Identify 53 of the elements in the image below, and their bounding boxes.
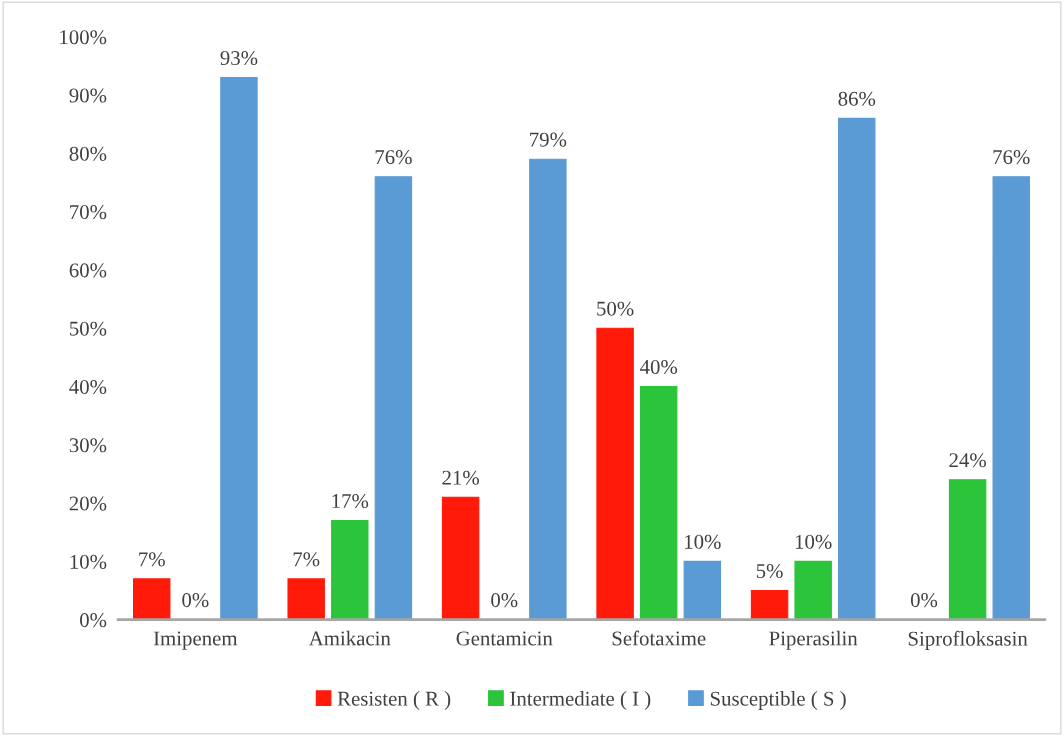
data-label: 93% — [220, 50, 258, 66]
y-tick-label: 0% — [80, 613, 107, 628]
y-tick-label: 80% — [69, 146, 107, 161]
legend-label: Susceptible ( S ) — [710, 691, 846, 710]
y-tick-label: 70% — [70, 205, 107, 220]
data-label: 17% — [332, 493, 369, 509]
data-label: 0% — [182, 593, 209, 608]
data-label: 0% — [910, 593, 938, 608]
data-label: 24% — [949, 453, 986, 468]
x-tick-label: Amikacin — [308, 630, 391, 646]
data-label: 50% — [597, 301, 634, 316]
x-tick-label: Piperasilin — [769, 630, 858, 650]
x-tick-label: Siprofloksasin — [908, 630, 1028, 650]
bar — [992, 176, 1030, 620]
y-tick-label: 30% — [69, 438, 107, 453]
bar — [132, 578, 171, 620]
y-tick-label: 50% — [70, 321, 107, 336]
data-label: 40% — [640, 359, 678, 375]
data-label: 79% — [530, 132, 567, 147]
y-tick-label: 20% — [69, 496, 107, 511]
bar — [374, 176, 413, 620]
y-tick-label: 60% — [69, 263, 107, 278]
y-tick-label: 10% — [70, 554, 107, 569]
bar — [750, 590, 789, 620]
y-tick-label: 90% — [69, 88, 107, 103]
bar — [838, 117, 876, 620]
data-label: 10% — [795, 534, 832, 549]
data-label: 86% — [838, 91, 876, 106]
bar — [441, 496, 480, 620]
data-label: 7% — [293, 552, 320, 567]
bar — [331, 520, 369, 620]
data-label: 21% — [442, 470, 480, 485]
data-label: 7% — [139, 552, 165, 567]
data-label: 76% — [375, 150, 412, 165]
bar — [683, 560, 722, 620]
bar — [529, 158, 567, 620]
bar — [948, 479, 987, 620]
data-label: 5% — [756, 563, 783, 579]
bar — [639, 385, 678, 620]
y-tick-label: 40% — [69, 379, 107, 395]
data-label: 0% — [491, 593, 518, 608]
bar — [287, 578, 325, 620]
data-label: 10% — [685, 534, 721, 549]
bar — [220, 77, 258, 620]
bar — [794, 560, 832, 620]
data-label: 76% — [993, 150, 1030, 165]
legend-label: Resisten ( R ) — [337, 691, 451, 710]
x-tick-label: Gentamicin — [456, 631, 553, 646]
y-tick-label: 100% — [60, 30, 107, 45]
legend-label: Intermediate ( I ) — [510, 691, 651, 710]
x-tick-label: Imipenem — [153, 631, 238, 650]
x-tick-label: Sefotaxime — [612, 630, 706, 646]
bar — [596, 327, 634, 620]
